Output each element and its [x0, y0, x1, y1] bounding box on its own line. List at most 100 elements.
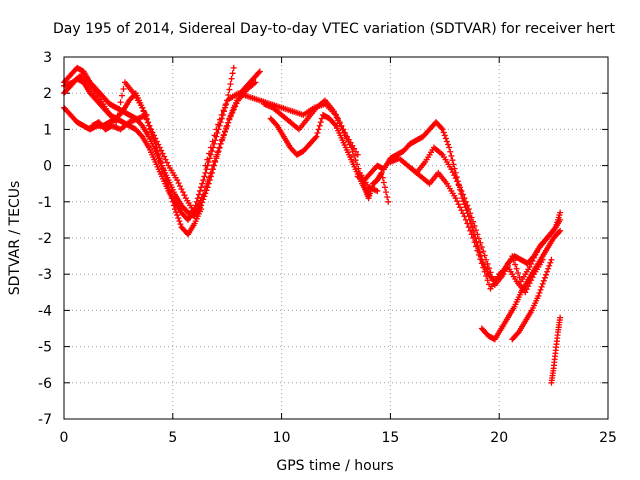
data-point: [175, 180, 182, 187]
data-point: [448, 166, 455, 173]
data-point: [506, 259, 513, 266]
data-point: [475, 251, 482, 258]
data-point: [199, 180, 206, 187]
data-point: [465, 206, 472, 213]
data-point: [158, 162, 165, 169]
x-tick-label: 25: [599, 430, 617, 446]
data-point: [537, 286, 544, 293]
data-point: [155, 151, 162, 158]
data-point: [448, 152, 455, 159]
data-point: [331, 121, 338, 128]
data-point: [332, 111, 339, 118]
data-point: [176, 218, 183, 225]
data-point: [171, 206, 178, 213]
data-point: [484, 277, 491, 284]
data-point: [227, 81, 234, 88]
data-point: [351, 152, 358, 159]
data-point: [313, 133, 320, 140]
data-point: [538, 283, 545, 290]
data-point: [474, 231, 481, 238]
data-point: [480, 264, 487, 271]
data-point: [354, 151, 361, 158]
data-point: [194, 203, 201, 210]
data-point: [116, 105, 123, 112]
data-point: [118, 109, 125, 116]
data-point: [179, 189, 186, 196]
data-point: [343, 135, 350, 142]
data-point: [443, 138, 450, 145]
data-point: [230, 106, 237, 113]
data-point: [445, 141, 452, 148]
series-sat-o: [89, 111, 150, 133]
data-point: [224, 119, 231, 126]
data-point: [457, 184, 464, 191]
y-tick-label: 2: [43, 86, 52, 102]
data-point: [351, 145, 358, 152]
data-point: [167, 191, 174, 198]
y-tick-label: -5: [38, 340, 52, 356]
data-point: [214, 149, 221, 156]
data-point: [544, 268, 551, 275]
data-point: [178, 186, 185, 193]
data-point: [211, 157, 218, 164]
data-point: [471, 239, 478, 246]
series-sat-f: [261, 97, 381, 194]
data-point: [459, 210, 466, 217]
data-point: [208, 166, 215, 173]
data-point: [513, 265, 520, 272]
data-point: [200, 191, 207, 198]
data-point: [557, 314, 564, 321]
y-tick-label: -1: [38, 195, 52, 211]
data-point: [224, 122, 231, 129]
data-point: [472, 243, 479, 250]
data-point: [533, 248, 540, 255]
data-point: [483, 273, 490, 280]
grid: [64, 57, 608, 419]
data-point: [465, 224, 472, 231]
data-point: [138, 132, 145, 139]
data-point: [446, 144, 453, 151]
data-point: [378, 169, 385, 176]
y-tick-label: 0: [43, 159, 52, 175]
data-point: [163, 177, 170, 184]
data-point: [462, 198, 469, 205]
data-point: [464, 220, 471, 227]
data-point: [157, 158, 164, 165]
data-point: [218, 111, 225, 118]
data-point: [488, 273, 495, 280]
data-point: [547, 259, 554, 266]
data-point: [374, 187, 381, 194]
data-point: [219, 136, 226, 143]
data-point: [345, 138, 352, 145]
data-point: [197, 197, 204, 204]
series-sat-n: [361, 169, 392, 205]
data-point: [229, 70, 236, 77]
data-point: [198, 206, 205, 213]
data-point: [213, 126, 220, 133]
x-axis-title: GPS time / hours: [276, 458, 393, 474]
data-point: [120, 85, 127, 92]
data-point: [548, 256, 555, 263]
data-point: [230, 64, 237, 71]
data-point: [155, 141, 162, 148]
data-point: [163, 159, 170, 166]
y-tick-label: -3: [38, 267, 52, 283]
data-point: [206, 150, 213, 157]
data-point: [461, 195, 468, 202]
y-tick-label: 1: [43, 122, 52, 138]
data-point: [216, 116, 223, 123]
data-point: [452, 195, 459, 202]
data-point: [450, 161, 457, 168]
series-sat-l: [509, 256, 555, 343]
data-point: [162, 173, 169, 180]
data-point: [441, 132, 448, 139]
data-point: [348, 144, 355, 151]
data-point: [145, 119, 152, 126]
data-point: [220, 107, 227, 114]
data-point: [477, 239, 484, 246]
data-point: [217, 140, 224, 147]
y-tick-label: -7: [38, 412, 52, 428]
data-point: [484, 260, 491, 267]
data-point: [203, 166, 210, 173]
